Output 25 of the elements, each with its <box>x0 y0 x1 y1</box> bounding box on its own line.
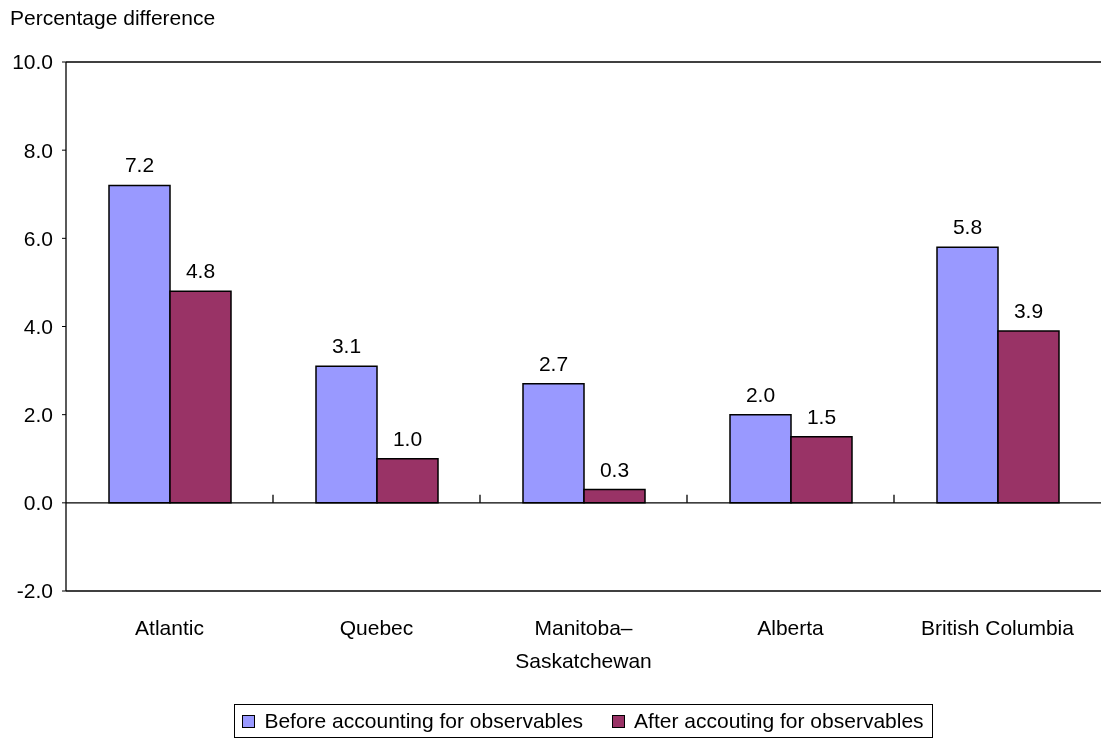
data-label: 2.7 <box>538 351 569 375</box>
legend-label: Before accounting for observables <box>264 709 584 733</box>
data-label: 3.1 <box>331 334 362 358</box>
data-label: 2.0 <box>745 382 776 406</box>
data-label: 5.8 <box>952 215 983 239</box>
data-label: 1.0 <box>392 426 423 450</box>
x-tick-label: Atlantic <box>135 616 204 639</box>
x-tick-label: Manitoba–Saskatchewan <box>515 616 652 672</box>
data-label: 0.3 <box>599 457 630 481</box>
y-tick-label: 6.0 <box>23 226 53 250</box>
y-tick-label: 8.0 <box>23 138 53 162</box>
y-tick-label: -2.0 <box>16 579 53 603</box>
data-label: 7.2 <box>124 153 155 177</box>
y-tick-label: 0.0 <box>23 491 53 515</box>
x-tick-label: British Columbia <box>921 616 1075 639</box>
x-tick-label: Quebec <box>339 616 414 639</box>
y-axis-title: Percentage difference <box>10 6 216 30</box>
y-tick-label: 2.0 <box>23 403 53 427</box>
x-tick-label: Alberta <box>757 616 825 639</box>
data-label: 1.5 <box>806 404 837 428</box>
y-tick-label: 10.0 <box>12 50 53 74</box>
data-label: 4.8 <box>185 259 216 283</box>
y-tick-label: 4.0 <box>23 314 53 338</box>
data-label: 3.9 <box>1013 298 1044 322</box>
legend-label: After accouting for observables <box>634 709 924 733</box>
